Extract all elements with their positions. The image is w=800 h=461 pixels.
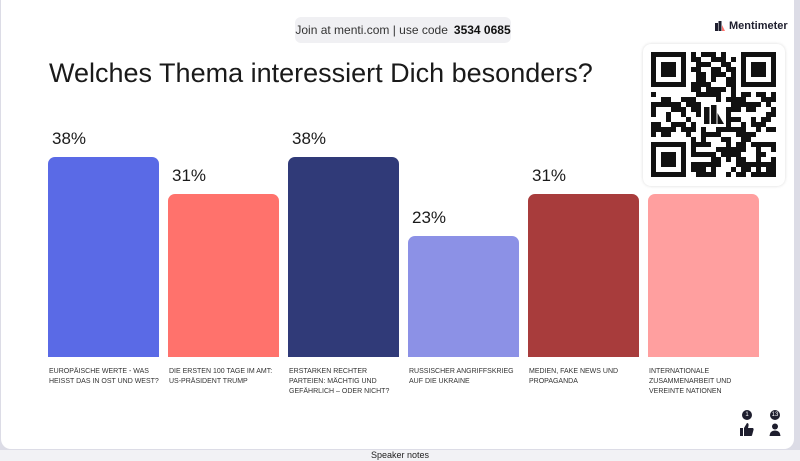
chart-bar-4 xyxy=(408,235,519,357)
chart-value-label-2: 31% xyxy=(172,165,207,185)
chart-bar-6 xyxy=(648,193,759,357)
chart-category-label-2: DIE ERSTEN 100 TAGE IM AMT: US-PRÄSIDENT… xyxy=(169,368,273,385)
chart-category-label-3: ERSTARKEN RECHTER PARTEIEN: MÄCHTIG UND … xyxy=(289,368,390,395)
participants-count: 13 xyxy=(770,410,780,420)
join-instructions: Join at menti.com | use code 3534 0685 xyxy=(295,17,511,43)
presentation-slide: Join at menti.com | use code 3534 0685 M… xyxy=(1,0,794,449)
chart-category-label-4: RUSSISCHER ANGRIFFSKRIEG AUF DIE UKRAINE xyxy=(409,368,514,385)
join-text: Join at menti.com | use code xyxy=(295,23,448,37)
likes-count: 1 xyxy=(742,410,752,420)
chart-bar-5 xyxy=(528,193,639,357)
chart-category-label-6: INTERNATIONALE ZUSAMMENARBEIT UND VEREIN… xyxy=(649,368,732,395)
speaker-notes-toggle[interactable]: Speaker notes xyxy=(0,450,800,461)
chart-bar-2 xyxy=(168,193,279,357)
qr-code-icon xyxy=(651,52,776,177)
qr-code[interactable] xyxy=(643,44,785,186)
join-code: 3534 0685 xyxy=(453,23,511,37)
likes-reaction[interactable]: 1 xyxy=(737,410,757,438)
chart-category-label-5: MEDIEN, FAKE NEWS UND PROPAGANDA xyxy=(529,368,619,385)
chart-category-label-1: EUROPÄISCHE WERTE - WAS HEISST DAS IN OS… xyxy=(49,368,159,385)
question-title: Welches Thema interessiert Dich besonder… xyxy=(49,58,593,88)
person-icon xyxy=(769,423,781,436)
chart-value-label-1: 38% xyxy=(52,129,87,148)
chart-value-label-4: 23% xyxy=(412,207,447,227)
mentimeter-logo-icon xyxy=(715,21,725,31)
mentimeter-logo: Mentimeter xyxy=(715,17,788,35)
chart-bar-1 xyxy=(48,157,159,357)
brand-name: Mentimeter xyxy=(729,20,788,32)
participants-indicator[interactable]: 13 xyxy=(765,410,785,438)
chart-value-label-3: 38% xyxy=(292,129,327,148)
chart-bar-3 xyxy=(288,157,399,357)
bar-chart: 38% EUROPÄISCHE WERTE - WAS HEISST DAS IN… xyxy=(1,0,794,449)
thumbs-up-icon xyxy=(740,423,754,436)
chart-value-label-5: 31% xyxy=(532,165,567,185)
